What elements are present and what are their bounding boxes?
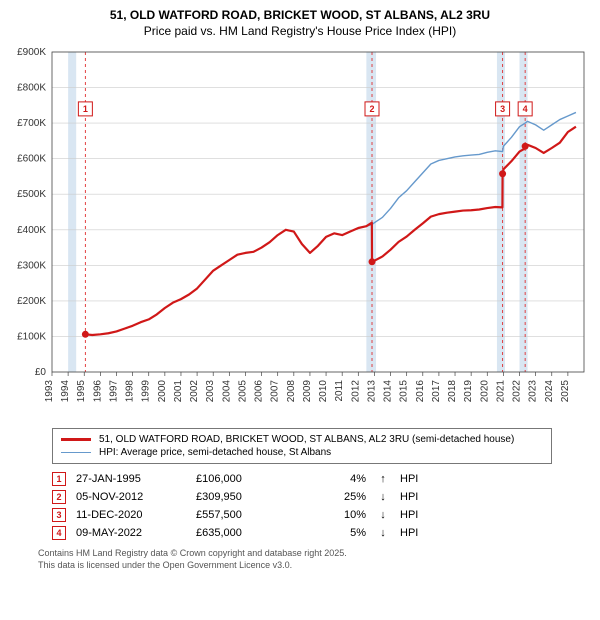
sale-pct: 4%	[306, 473, 366, 485]
svg-text:£0: £0	[35, 367, 47, 378]
svg-text:£400K: £400K	[17, 225, 46, 236]
sales-row: 2 05-NOV-2012 £309,950 25% ↓ HPI	[52, 488, 552, 506]
sale-hpi-label: HPI	[400, 491, 440, 503]
svg-text:2018: 2018	[447, 380, 458, 403]
svg-text:2003: 2003	[205, 380, 216, 403]
sale-arrow-icon: ↓	[376, 509, 390, 521]
sale-pct: 5%	[306, 527, 366, 539]
svg-text:2008: 2008	[286, 380, 297, 403]
sales-row: 1 27-JAN-1995 £106,000 4% ↑ HPI	[52, 470, 552, 488]
svg-text:2019: 2019	[463, 380, 474, 403]
sale-price: £309,950	[196, 491, 296, 503]
sale-marker: 2	[52, 490, 66, 504]
sale-marker: 1	[52, 472, 66, 486]
sale-arrow-icon: ↓	[376, 527, 390, 539]
svg-text:2007: 2007	[270, 380, 281, 403]
svg-text:1995: 1995	[76, 380, 87, 403]
svg-text:4: 4	[523, 104, 528, 114]
svg-text:2024: 2024	[544, 380, 555, 403]
sale-price: £557,500	[196, 509, 296, 521]
svg-text:2016: 2016	[415, 380, 426, 403]
sales-row: 4 09-MAY-2022 £635,000 5% ↓ HPI	[52, 524, 552, 542]
svg-text:2: 2	[369, 104, 374, 114]
svg-text:2006: 2006	[254, 380, 265, 403]
svg-text:2021: 2021	[495, 380, 506, 403]
svg-text:2005: 2005	[237, 380, 248, 403]
svg-text:£300K: £300K	[17, 260, 46, 271]
svg-text:£100K: £100K	[17, 331, 46, 342]
svg-text:2010: 2010	[318, 380, 329, 403]
svg-text:2009: 2009	[302, 380, 313, 403]
svg-text:1993: 1993	[44, 380, 55, 403]
sales-row: 3 11-DEC-2020 £557,500 10% ↓ HPI	[52, 506, 552, 524]
svg-text:2014: 2014	[383, 380, 394, 403]
svg-text:3: 3	[500, 104, 505, 114]
legend-row: HPI: Average price, semi-detached house,…	[61, 446, 543, 459]
svg-text:1996: 1996	[92, 380, 103, 403]
chart-title: 51, OLD WATFORD ROAD, BRICKET WOOD, ST A…	[8, 8, 592, 22]
sale-hpi-label: HPI	[400, 509, 440, 521]
legend: 51, OLD WATFORD ROAD, BRICKET WOOD, ST A…	[52, 428, 552, 464]
svg-text:2022: 2022	[512, 380, 523, 403]
svg-text:2025: 2025	[560, 380, 571, 403]
sale-arrow-icon: ↓	[376, 491, 390, 503]
svg-text:£700K: £700K	[17, 118, 46, 129]
sale-date: 27-JAN-1995	[76, 473, 186, 485]
sale-date: 11-DEC-2020	[76, 509, 186, 521]
chart-area: £0 £100K £200K £300K £400K £500K £600K £700K £80…	[8, 42, 592, 422]
legend-row: 51, OLD WATFORD ROAD, BRICKET WOOD, ST A…	[61, 433, 543, 446]
svg-text:2002: 2002	[189, 380, 200, 403]
legend-label: HPI: Average price, semi-detached house,…	[99, 447, 331, 458]
svg-text:£900K: £900K	[17, 47, 46, 58]
sale-marker: 4	[52, 526, 66, 540]
sale-date: 09-MAY-2022	[76, 527, 186, 539]
sale-hpi-label: HPI	[400, 473, 440, 485]
svg-text:2012: 2012	[350, 380, 361, 403]
sale-price: £635,000	[196, 527, 296, 539]
footer-line-2: This data is licensed under the Open Gov…	[38, 560, 580, 572]
svg-text:2023: 2023	[528, 380, 539, 403]
svg-text:£200K: £200K	[17, 296, 46, 307]
sale-price: £106,000	[196, 473, 296, 485]
chart-subtitle: Price paid vs. HM Land Registry's House …	[8, 24, 592, 38]
svg-text:2000: 2000	[157, 380, 168, 403]
svg-text:1999: 1999	[141, 380, 152, 403]
svg-text:2020: 2020	[479, 380, 490, 403]
svg-text:£600K: £600K	[17, 154, 46, 165]
sale-pct: 25%	[306, 491, 366, 503]
svg-text:1997: 1997	[108, 380, 119, 403]
svg-text:£500K: £500K	[17, 189, 46, 200]
sale-marker: 3	[52, 508, 66, 522]
sales-table: 1 27-JAN-1995 £106,000 4% ↑ HPI 2 05-NOV-2012 £3…	[52, 470, 552, 542]
svg-text:2011: 2011	[334, 380, 345, 402]
svg-text:2015: 2015	[399, 380, 410, 403]
legend-swatch	[61, 452, 91, 453]
sale-pct: 10%	[306, 509, 366, 521]
footer-line-1: Contains HM Land Registry data © Crown c…	[38, 548, 580, 560]
svg-text:1994: 1994	[60, 380, 71, 403]
svg-text:2017: 2017	[431, 380, 442, 403]
svg-text:2004: 2004	[221, 380, 232, 403]
chart-svg: £0 £100K £200K £300K £400K £500K £600K £700K £80…	[8, 42, 592, 422]
legend-swatch	[61, 438, 91, 440]
footer: Contains HM Land Registry data © Crown c…	[38, 548, 580, 571]
legend-label: 51, OLD WATFORD ROAD, BRICKET WOOD, ST A…	[99, 434, 514, 445]
sale-hpi-label: HPI	[400, 527, 440, 539]
svg-text:1998: 1998	[125, 380, 136, 403]
svg-text:1: 1	[83, 104, 88, 114]
sale-arrow-icon: ↑	[376, 473, 390, 485]
svg-text:2013: 2013	[366, 380, 377, 403]
svg-text:2001: 2001	[173, 380, 184, 403]
svg-text:£800K: £800K	[17, 83, 46, 94]
sale-date: 05-NOV-2012	[76, 491, 186, 503]
